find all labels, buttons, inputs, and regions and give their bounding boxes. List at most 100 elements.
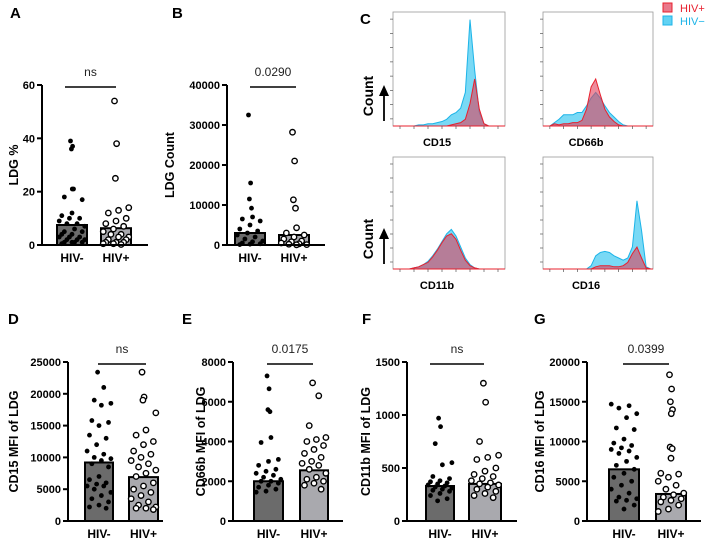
data-point (624, 458, 629, 464)
data-point (69, 210, 75, 216)
data-point (611, 474, 617, 480)
data-point (72, 226, 77, 232)
y-axis-label: LDG Count (163, 131, 177, 198)
data-point (96, 423, 102, 428)
data-point (122, 214, 130, 222)
data-point (430, 474, 436, 479)
y-tick-label: 500 (382, 463, 400, 475)
data-point (273, 486, 279, 492)
y-axis-label: LDG % (7, 145, 21, 186)
significance-label: ns (116, 342, 129, 356)
data-point (320, 442, 327, 449)
data-point (495, 481, 502, 489)
y-tick-label: 2000 (202, 476, 226, 488)
data-point (96, 502, 102, 508)
data-point (237, 226, 243, 232)
data-point (631, 466, 637, 472)
data-point (132, 431, 140, 439)
data-point (449, 460, 455, 466)
data-point (142, 426, 150, 434)
data-point (142, 469, 150, 477)
histogram-cd11b: CD11b Count (360, 156, 506, 292)
panel-a: A HIV- HIV+ 0 20 40 60 LDG % ns (7, 5, 148, 265)
data-point (247, 222, 253, 228)
data-point (444, 496, 450, 502)
data-point (79, 229, 85, 235)
data-point (145, 498, 152, 506)
data-point (110, 225, 117, 233)
data-point (256, 462, 262, 468)
panel-g: G HIV- HIV+ 0 5000 10000 15000 20000 CD16 MFI of… (533, 311, 701, 541)
data-point (438, 424, 443, 430)
data-point (289, 128, 296, 136)
data-point (59, 213, 65, 219)
data-point (467, 477, 475, 485)
data-point (132, 473, 140, 480)
significance-label: 0.0290 (255, 65, 292, 79)
data-point (275, 480, 281, 486)
data-point (470, 492, 478, 499)
panel-d: D HIV- HIV+ 0 5000 10000 15000 20000 25000 CD15 M… (7, 311, 163, 541)
panel-label: E (182, 311, 192, 328)
y-tick-label: 15000 (30, 421, 61, 433)
data-point (56, 234, 62, 240)
data-point (624, 415, 629, 421)
data-point (621, 436, 627, 442)
significance-label: ns (84, 65, 97, 79)
data-point (64, 221, 70, 227)
histogram-cd15: CD15 Count (360, 11, 506, 149)
y-tick-label: 30000 (189, 120, 220, 132)
arrow-head-icon (379, 228, 389, 239)
data-point (439, 486, 445, 492)
data-point (312, 473, 320, 481)
y-tick-label: 20 (23, 187, 35, 199)
data-point (489, 494, 497, 502)
data-point (99, 228, 107, 236)
data-point (291, 157, 298, 165)
panel-c: C CD15 Count CD66b CD11b Count CD16 (360, 11, 654, 292)
data-point (69, 186, 75, 192)
data-point (619, 445, 624, 451)
data-point (253, 470, 259, 476)
data-point (435, 498, 441, 504)
category-label: HIV- (87, 527, 110, 541)
data-point (482, 398, 490, 406)
data-point (82, 223, 88, 229)
data-point (470, 470, 478, 478)
data-point (631, 427, 637, 432)
data-point (634, 496, 640, 502)
data-point (149, 506, 157, 513)
data-point (654, 477, 662, 485)
data-point (495, 451, 502, 459)
y-tick-label: 1500 (376, 357, 400, 369)
data-point (96, 474, 102, 479)
histogram-frame (392, 11, 506, 127)
data-point (672, 481, 680, 489)
data-point (667, 454, 675, 462)
y-tick-label: 25000 (30, 357, 61, 369)
category-label: HIV- (257, 527, 280, 541)
data-point (479, 379, 487, 387)
data-point (263, 488, 269, 494)
data-point (264, 373, 270, 379)
data-point (149, 438, 157, 445)
y-axis-label: CD16 MFI of LDG (533, 390, 547, 492)
data-point (106, 420, 111, 425)
data-point (112, 217, 120, 225)
data-point (432, 441, 438, 447)
category-label: HIV+ (471, 527, 498, 541)
y-tick-label: 15000 (549, 397, 580, 409)
legend-label-hiv-pos: HIV+ (680, 3, 705, 15)
data-point (476, 438, 483, 445)
histogram-hiv-pos (393, 233, 505, 270)
data-point (492, 487, 500, 495)
data-point (481, 490, 489, 497)
data-point (665, 505, 672, 513)
data-point (266, 482, 271, 488)
data-point (130, 485, 138, 493)
data-point (667, 410, 675, 418)
data-point (137, 453, 145, 461)
data-point (268, 435, 274, 440)
data-point (484, 483, 492, 491)
data-point (322, 434, 330, 441)
